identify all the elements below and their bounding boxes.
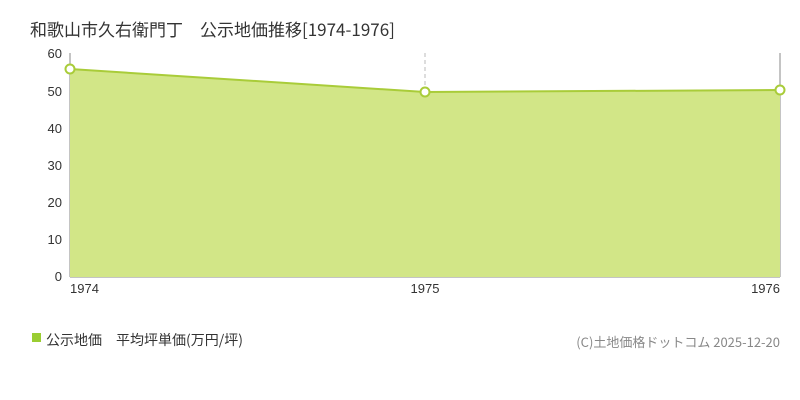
svg-text:60: 60 — [48, 46, 62, 61]
svg-text:40: 40 — [48, 121, 62, 136]
svg-text:1975: 1975 — [411, 281, 440, 296]
svg-text:10: 10 — [48, 232, 62, 247]
svg-text:20: 20 — [48, 195, 62, 210]
svg-text:30: 30 — [48, 158, 62, 173]
svg-text:0: 0 — [55, 269, 62, 284]
svg-text:1976: 1976 — [751, 281, 780, 296]
svg-text:50: 50 — [48, 84, 62, 99]
svg-text:1974: 1974 — [70, 281, 99, 296]
